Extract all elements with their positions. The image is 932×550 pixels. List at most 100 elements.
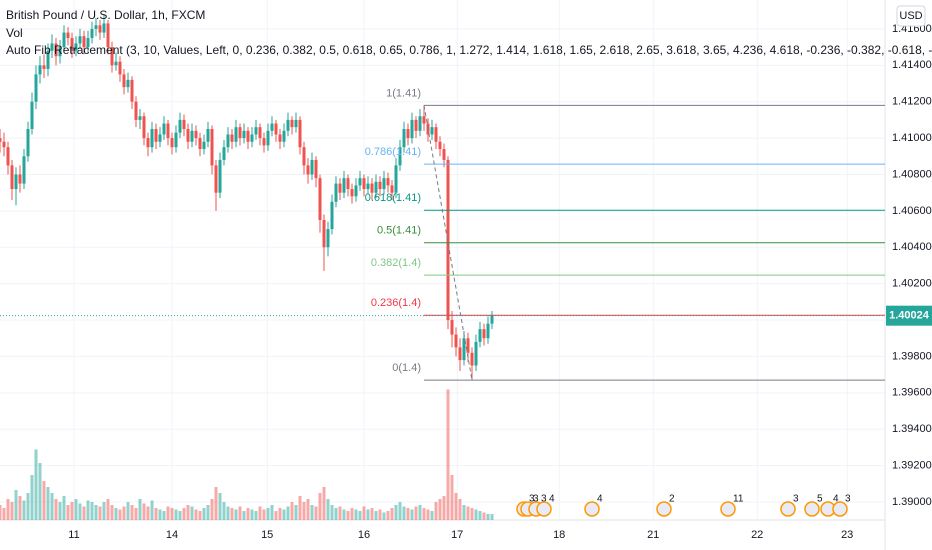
volume-bar: [366, 509, 370, 520]
candle-body: [74, 43, 78, 51]
currency-label[interactable]: USD: [899, 10, 922, 22]
candle-body: [66, 32, 70, 39]
candle-body: [270, 123, 274, 131]
volume-bar: [178, 511, 182, 520]
candle-body: [430, 127, 434, 135]
event-count: 4: [833, 494, 839, 505]
candle-body: [486, 323, 490, 339]
volume-bar: [262, 509, 266, 520]
candle-body: [386, 178, 390, 186]
candle-body: [106, 23, 110, 48]
volume-bar: [474, 509, 478, 520]
candle-body: [78, 36, 82, 44]
candle-body: [198, 138, 202, 150]
volume-bar: [82, 506, 86, 520]
volume-bar: [138, 499, 142, 520]
volume-bar: [158, 509, 162, 520]
candle-body: [98, 25, 102, 33]
candle-body: [62, 32, 66, 48]
event-count: 3: [541, 494, 547, 505]
volume-bar: [186, 505, 190, 520]
volume-bar: [270, 505, 274, 520]
volume-bar: [202, 508, 206, 520]
volume-bar: [194, 509, 198, 520]
volume-bar: [74, 499, 78, 520]
candle-body: [282, 130, 286, 142]
candle-body: [154, 128, 158, 142]
last-price-box: [886, 305, 932, 326]
candle-body: [94, 25, 98, 29]
volume-bar: [390, 508, 394, 520]
volume-bar: [58, 502, 62, 520]
candle-body: [10, 165, 14, 190]
candle-body: [482, 329, 486, 339]
fib-label: 0.236(1.4): [371, 297, 421, 309]
candle-body: [314, 159, 318, 179]
event-count: 2: [669, 494, 675, 505]
volume-bar: [266, 508, 270, 520]
volume-bar: [114, 508, 118, 520]
volume-bar: [378, 509, 382, 520]
candle-body: [242, 130, 246, 139]
volume-bar: [326, 499, 330, 520]
volume-bar: [286, 506, 290, 520]
volume-bar: [426, 509, 430, 520]
candle-body: [466, 338, 470, 353]
volume-bar: [218, 493, 222, 520]
volume-bar: [30, 475, 34, 520]
candle-body: [398, 147, 402, 166]
volume-bar: [34, 449, 38, 520]
volume-bar: [190, 506, 194, 520]
candle-body: [470, 352, 474, 366]
candle-body: [210, 128, 214, 166]
volume-bar: [250, 509, 254, 520]
volume-bar: [466, 506, 470, 520]
candle-body: [134, 101, 138, 120]
candle-body: [406, 128, 410, 139]
candle-body: [362, 178, 366, 190]
candle-body: [14, 174, 18, 190]
candle-body: [114, 61, 118, 66]
candle-body: [194, 130, 198, 139]
candle-body: [462, 338, 466, 361]
candle-body: [30, 101, 34, 129]
volume-bar: [242, 511, 246, 520]
volume-bar: [402, 506, 406, 520]
candle-body: [326, 229, 330, 248]
candle-body: [46, 50, 50, 69]
candle-body: [230, 134, 234, 142]
candle-body: [0, 138, 2, 142]
candle-body: [442, 149, 446, 160]
candle-body: [142, 116, 146, 139]
candle-body: [374, 181, 378, 193]
plot: 1(1.41) 0.786(1.41) 0.618(1.41) 0.5(1.41) 0.…: [0, 14, 885, 520]
candle-body: [438, 141, 442, 150]
candle-body: [234, 127, 238, 142]
candle-body: [190, 130, 194, 142]
event-count: 4: [549, 494, 555, 505]
currency-badge[interactable]: [896, 5, 926, 27]
candle-body: [214, 165, 218, 193]
volume-bar: [294, 505, 298, 520]
volume-bar: [226, 506, 230, 520]
volume-bar: [450, 475, 454, 520]
volume-bar: [394, 505, 398, 520]
volume-bar: [214, 487, 218, 520]
volume-bar: [254, 511, 258, 520]
fib-label: 0.786(1.41): [365, 146, 421, 158]
candle-body: [274, 123, 278, 135]
y-tick-label: 1.40800: [892, 168, 932, 180]
y-tick-label: 1.39000: [892, 496, 932, 508]
candle-body: [414, 119, 418, 131]
volume-bar: [462, 505, 466, 520]
y-tick-label: 1.39800: [892, 350, 932, 362]
volume-bar: [230, 508, 234, 520]
event-icon: [804, 501, 820, 517]
candle-body: [166, 123, 170, 139]
candle-body: [474, 341, 478, 366]
volume-bar: [130, 505, 134, 520]
y-tick-label: 1.39400: [892, 423, 932, 435]
volume-bar: [170, 508, 174, 520]
event-count: 4: [597, 494, 603, 505]
